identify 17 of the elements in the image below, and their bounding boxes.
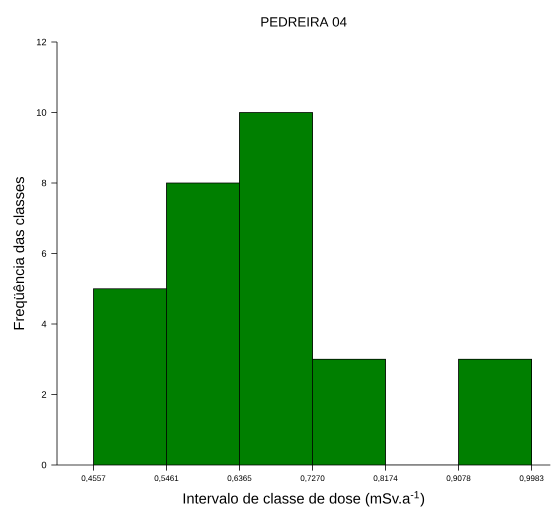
y-tick-label: 4 [42, 320, 46, 328]
x-tick-label: 0,6365 [228, 475, 252, 482]
x-tick-label: 0,9983 [520, 475, 544, 482]
x-tick-label: 0,4557 [82, 475, 106, 482]
y-tick-label: 12 [36, 38, 46, 46]
y-tick-label: 0 [42, 462, 46, 468]
y-tick-label: 8 [42, 180, 46, 186]
y-tick-label: 2 [42, 391, 46, 398]
x-tick-label: 0,7270 [300, 475, 324, 482]
x-tick-label: 0,5461 [154, 475, 178, 482]
chart-title: PEDREIRA 04 [261, 17, 347, 27]
y-tick-label: 6 [42, 250, 46, 257]
x-tick-label: 0,8174 [374, 475, 398, 482]
x-axis-title: Intervalo de classe de dose (mSv.a$^{-1}$) [184, 491, 424, 507]
y-tick-label: 10 [36, 109, 46, 116]
y-axis-title: Freqüência das classes [13, 177, 28, 330]
x-tick-label: 0,9078 [446, 475, 470, 482]
